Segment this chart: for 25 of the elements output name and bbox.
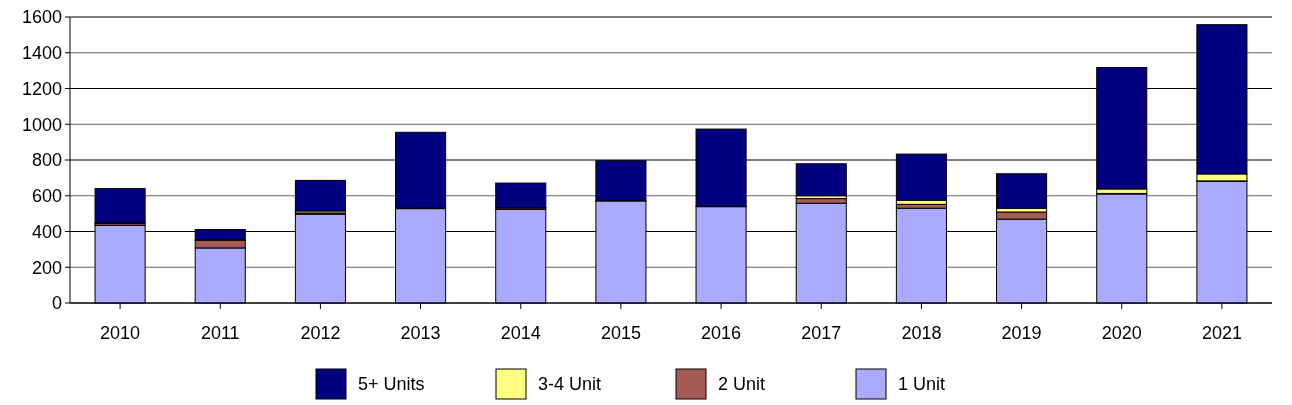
y-tick-label: 800 [31, 150, 62, 171]
x-tick-label: 2015 [600, 323, 641, 343]
x-tick-label: 2018 [901, 323, 942, 343]
x-tick-label: 2017 [801, 323, 842, 343]
y-tick-label: 200 [31, 257, 62, 278]
x-tick-label: 2013 [400, 323, 441, 343]
legend-label: 3-4 Unit [538, 374, 602, 395]
x-tick-label: 2019 [1001, 323, 1042, 343]
legend-label: 1 Unit [898, 374, 946, 395]
y-tick-label: 1400 [21, 43, 62, 64]
y-tick-label: 400 [31, 221, 62, 242]
x-tick-label: 2016 [701, 323, 742, 343]
legend-label: 2 Unit [718, 374, 766, 395]
x-tick-label: 2021 [1201, 323, 1242, 343]
x-tick-label: 2011 [200, 323, 240, 343]
x-tick-label: 2020 [1101, 323, 1142, 343]
legend-label: 5+ Units [358, 374, 425, 395]
y-tick-label: 0 [51, 293, 62, 314]
y-tick-label: 1200 [21, 78, 62, 99]
y-tick-label: 600 [31, 186, 62, 207]
y-tick-label: 1600 [21, 7, 62, 28]
x-tick-label: 2012 [300, 323, 341, 343]
x-tick-label: 2010 [100, 323, 141, 343]
x-tick-label: 2014 [500, 323, 541, 343]
y-tick-label: 1000 [21, 114, 62, 135]
